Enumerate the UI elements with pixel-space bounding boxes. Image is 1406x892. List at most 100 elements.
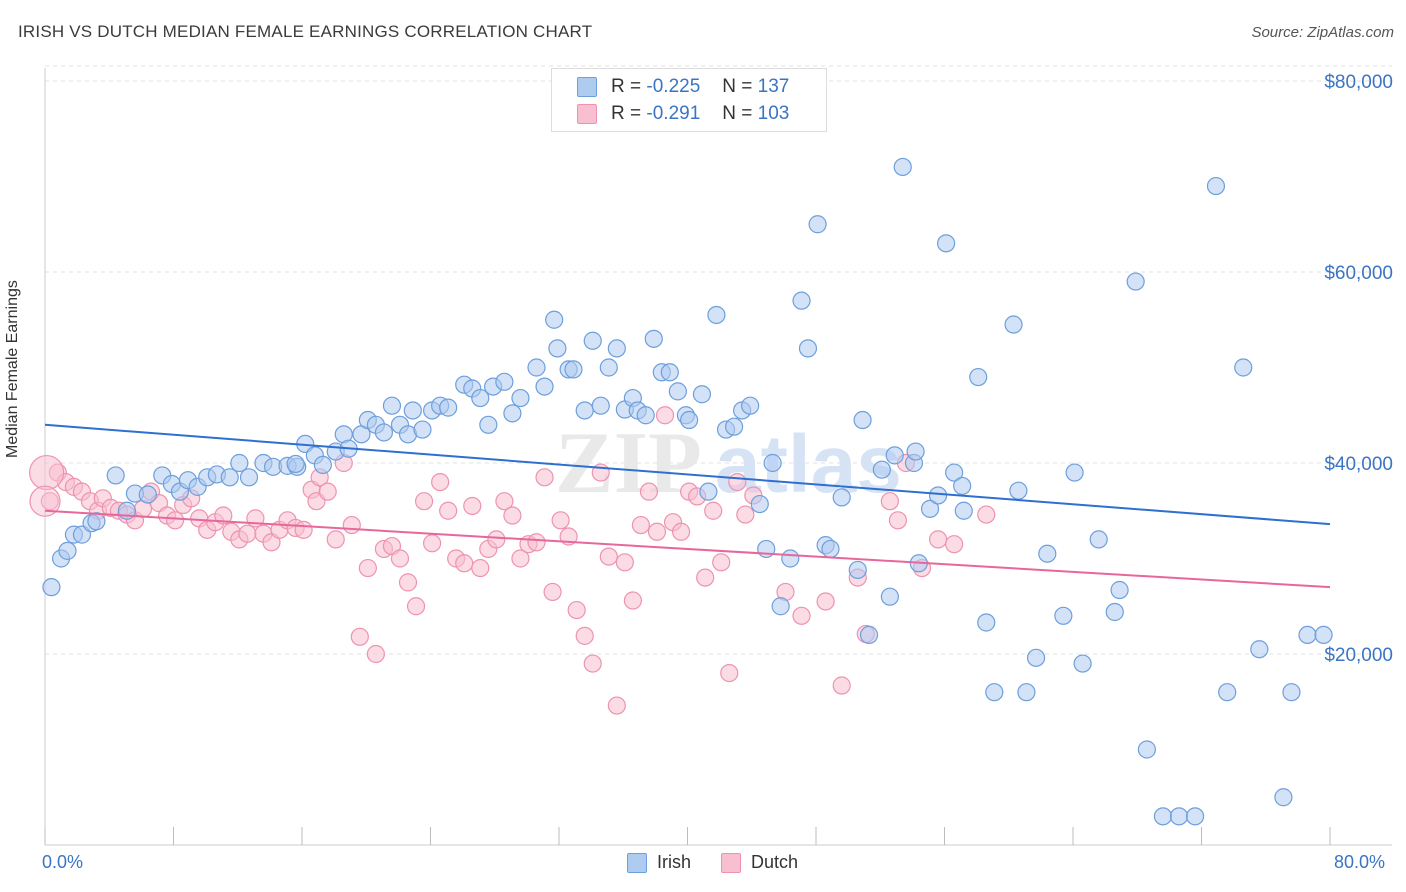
irish-point (1054, 606, 1073, 625)
irish-point (1153, 807, 1173, 826)
irish-point (1250, 640, 1269, 659)
irish-point (1009, 481, 1028, 500)
y-tick-label: $80,000 (1324, 72, 1393, 93)
irish-point (699, 482, 718, 501)
dutch-point (712, 553, 731, 572)
irish-point (969, 367, 988, 387)
dutch-point (398, 573, 418, 592)
dutch-point (977, 505, 996, 524)
irish-point (471, 388, 490, 408)
dutch-point (326, 530, 345, 549)
watermark-text-zip: ZIP (555, 415, 702, 512)
correlation-legend: R = -0.225 N = 137 R = -0.291 N = 103 (551, 68, 827, 132)
dutch-point (214, 506, 233, 525)
dutch-point (455, 554, 474, 573)
irish-point (1282, 683, 1301, 702)
dutch-point (366, 644, 385, 664)
irish-point (808, 215, 827, 234)
irish-point (1004, 315, 1023, 334)
dutch-point (928, 530, 948, 549)
dutch-point (318, 482, 337, 501)
irish-point (821, 539, 840, 559)
irish-point (535, 377, 554, 396)
dutch-point (655, 406, 675, 425)
dutch-trend-line (44, 509, 1331, 589)
irish-point (374, 423, 394, 442)
irish-point (599, 358, 618, 377)
irish-point (239, 468, 259, 487)
irish-point (607, 339, 626, 358)
x-tick-label-min: 0.0% (42, 852, 84, 872)
irish-point (893, 157, 912, 177)
irish-point (1038, 544, 1057, 563)
irish-point (692, 385, 712, 404)
dutch-point (615, 553, 634, 572)
irish-point (1017, 683, 1036, 702)
irish-point (1314, 625, 1333, 645)
irish-point (880, 587, 899, 606)
y-tick-label: $40,000 (1324, 454, 1393, 475)
dutch-point (599, 547, 618, 566)
irish-point (1073, 654, 1092, 673)
irish-point (1185, 807, 1205, 826)
dutch-point (342, 515, 361, 535)
irish-point (1126, 272, 1145, 291)
irish-point (832, 488, 851, 507)
irish-point (885, 446, 904, 465)
irish-point (42, 578, 61, 597)
irish-point (724, 417, 744, 436)
irish-point (750, 494, 769, 514)
dutch-point (431, 473, 450, 492)
dutch-point (439, 501, 458, 520)
irish-point (479, 415, 498, 434)
irish-point (1137, 740, 1156, 759)
dutch-point (880, 492, 899, 511)
legend-row-dutch: R = -0.291 N = 103 (577, 102, 789, 126)
dutch-point (390, 549, 410, 568)
dutch-point (736, 505, 755, 524)
dutch-point (511, 549, 530, 568)
irish-point (575, 401, 594, 420)
irish-point (872, 460, 891, 479)
dutch-point (832, 676, 851, 695)
irish-point (954, 501, 973, 520)
irish-point (848, 560, 867, 580)
irish-point (313, 455, 332, 475)
dutch-point (647, 522, 667, 541)
y-tick-labels: $20,000 $40,000 $60,000 $80,000 (1324, 72, 1393, 666)
irish-point (1105, 602, 1124, 622)
irish-point (548, 339, 567, 358)
dutch-point (671, 522, 691, 541)
dutch-point (543, 582, 562, 602)
irish-point (1169, 807, 1189, 826)
dutch-point (720, 663, 739, 683)
dutch-point (696, 568, 715, 587)
irish-point (564, 360, 583, 379)
dutch-point (29, 454, 65, 491)
irish-point (382, 396, 402, 415)
irish-point (1218, 683, 1237, 702)
legend-r-label: R = (611, 76, 642, 97)
irish-point (741, 396, 760, 415)
irish-point (977, 613, 996, 632)
irish-point (413, 420, 432, 439)
legend-n-label: N = (722, 76, 753, 97)
irish-point (636, 406, 655, 425)
irish-point (1065, 463, 1084, 482)
dutch-point (631, 515, 651, 535)
legend-r-value: -0.225 (646, 76, 701, 97)
series-legend: Irish Dutch (627, 852, 828, 873)
dutch-point (816, 592, 835, 611)
dutch-point (888, 511, 908, 530)
irish-point (591, 396, 610, 415)
dutch-point (551, 511, 570, 530)
irish-point (106, 466, 125, 485)
irish-point (781, 549, 800, 568)
dutch-point (728, 473, 747, 492)
irish-point (928, 486, 948, 505)
irish-point (953, 476, 972, 496)
dutch-point (535, 468, 554, 487)
irish-swatch (577, 77, 597, 97)
legend-label-irish: Irish (657, 852, 692, 872)
